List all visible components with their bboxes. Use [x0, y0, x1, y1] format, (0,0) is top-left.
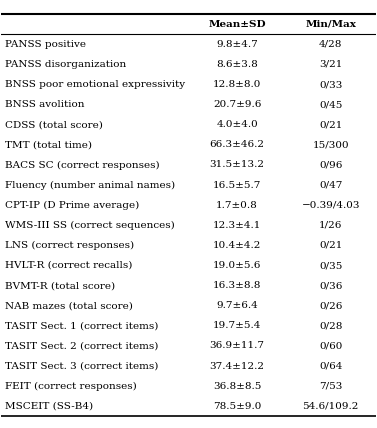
Text: PANSS positive: PANSS positive	[5, 40, 86, 49]
Text: Mean±SD: Mean±SD	[208, 20, 266, 29]
Text: 16.3±8.8: 16.3±8.8	[213, 281, 261, 290]
Text: 0/47: 0/47	[319, 181, 342, 190]
Text: 0/35: 0/35	[319, 261, 342, 270]
Text: 0/64: 0/64	[319, 362, 342, 371]
Text: 20.7±9.6: 20.7±9.6	[213, 100, 261, 109]
Text: 0/21: 0/21	[319, 120, 342, 129]
Text: 1.7±0.8: 1.7±0.8	[216, 201, 258, 210]
Text: 1/26: 1/26	[319, 221, 342, 230]
Text: BNSS poor emotional expressivity: BNSS poor emotional expressivity	[5, 80, 185, 89]
Text: 9.7±6.4: 9.7±6.4	[216, 301, 258, 310]
Text: 31.5±13.2: 31.5±13.2	[210, 160, 265, 169]
Text: 0/60: 0/60	[319, 342, 342, 351]
Text: 78.5±9.0: 78.5±9.0	[213, 402, 261, 411]
Text: TASIT Sect. 3 (correct items): TASIT Sect. 3 (correct items)	[5, 362, 158, 371]
Text: 0/96: 0/96	[319, 160, 342, 169]
Text: CPT-IP (D Prime average): CPT-IP (D Prime average)	[5, 201, 139, 210]
Text: WMS-III SS (correct sequences): WMS-III SS (correct sequences)	[5, 221, 175, 230]
Text: TASIT Sect. 1 (correct items): TASIT Sect. 1 (correct items)	[5, 321, 158, 330]
Text: 0/33: 0/33	[319, 80, 342, 89]
Text: MSCEIT (SS-B4): MSCEIT (SS-B4)	[5, 402, 93, 411]
Text: 0/28: 0/28	[319, 321, 342, 330]
Text: 4/28: 4/28	[319, 40, 342, 49]
Text: 0/21: 0/21	[319, 241, 342, 250]
Text: 3/21: 3/21	[319, 60, 342, 69]
Text: 12.8±8.0: 12.8±8.0	[213, 80, 261, 89]
Text: BACS SC (correct responses): BACS SC (correct responses)	[5, 160, 160, 169]
Text: BNSS avolition: BNSS avolition	[5, 100, 84, 109]
Text: 7/53: 7/53	[319, 382, 342, 391]
Text: NAB mazes (total score): NAB mazes (total score)	[5, 301, 133, 310]
Text: Fluency (number animal names): Fluency (number animal names)	[5, 181, 175, 190]
Text: LNS (correct responses): LNS (correct responses)	[5, 241, 134, 250]
Text: 12.3±4.1: 12.3±4.1	[213, 221, 261, 230]
Text: HVLT-R (correct recalls): HVLT-R (correct recalls)	[5, 261, 132, 270]
Text: TMT (total time): TMT (total time)	[5, 140, 92, 149]
Text: 4.0±4.0: 4.0±4.0	[216, 120, 258, 129]
Text: 9.8±4.7: 9.8±4.7	[216, 40, 258, 49]
Text: 15/300: 15/300	[313, 140, 349, 149]
Text: 8.6±3.8: 8.6±3.8	[216, 60, 258, 69]
Text: 0/26: 0/26	[319, 301, 342, 310]
Text: 36.8±8.5: 36.8±8.5	[213, 382, 261, 391]
Text: 10.4±4.2: 10.4±4.2	[213, 241, 261, 250]
Text: 0/36: 0/36	[319, 281, 342, 290]
Text: 19.7±5.4: 19.7±5.4	[213, 321, 261, 330]
Text: BVMT-R (total score): BVMT-R (total score)	[5, 281, 115, 290]
Text: Min/Max: Min/Max	[305, 20, 356, 29]
Text: FEIT (correct responses): FEIT (correct responses)	[5, 382, 137, 391]
Text: −0.39/4.03: −0.39/4.03	[302, 201, 360, 210]
Text: 54.6/109.2: 54.6/109.2	[302, 402, 359, 411]
Text: 36.9±11.7: 36.9±11.7	[210, 342, 265, 351]
Text: 16.5±5.7: 16.5±5.7	[213, 181, 261, 190]
Text: TASIT Sect. 2 (correct items): TASIT Sect. 2 (correct items)	[5, 342, 158, 351]
Text: 0/45: 0/45	[319, 100, 342, 109]
Text: 19.0±5.6: 19.0±5.6	[213, 261, 261, 270]
Text: PANSS disorganization: PANSS disorganization	[5, 60, 126, 69]
Text: 66.3±46.2: 66.3±46.2	[210, 140, 265, 149]
Text: CDSS (total score): CDSS (total score)	[5, 120, 103, 129]
Text: 37.4±12.2: 37.4±12.2	[210, 362, 265, 371]
